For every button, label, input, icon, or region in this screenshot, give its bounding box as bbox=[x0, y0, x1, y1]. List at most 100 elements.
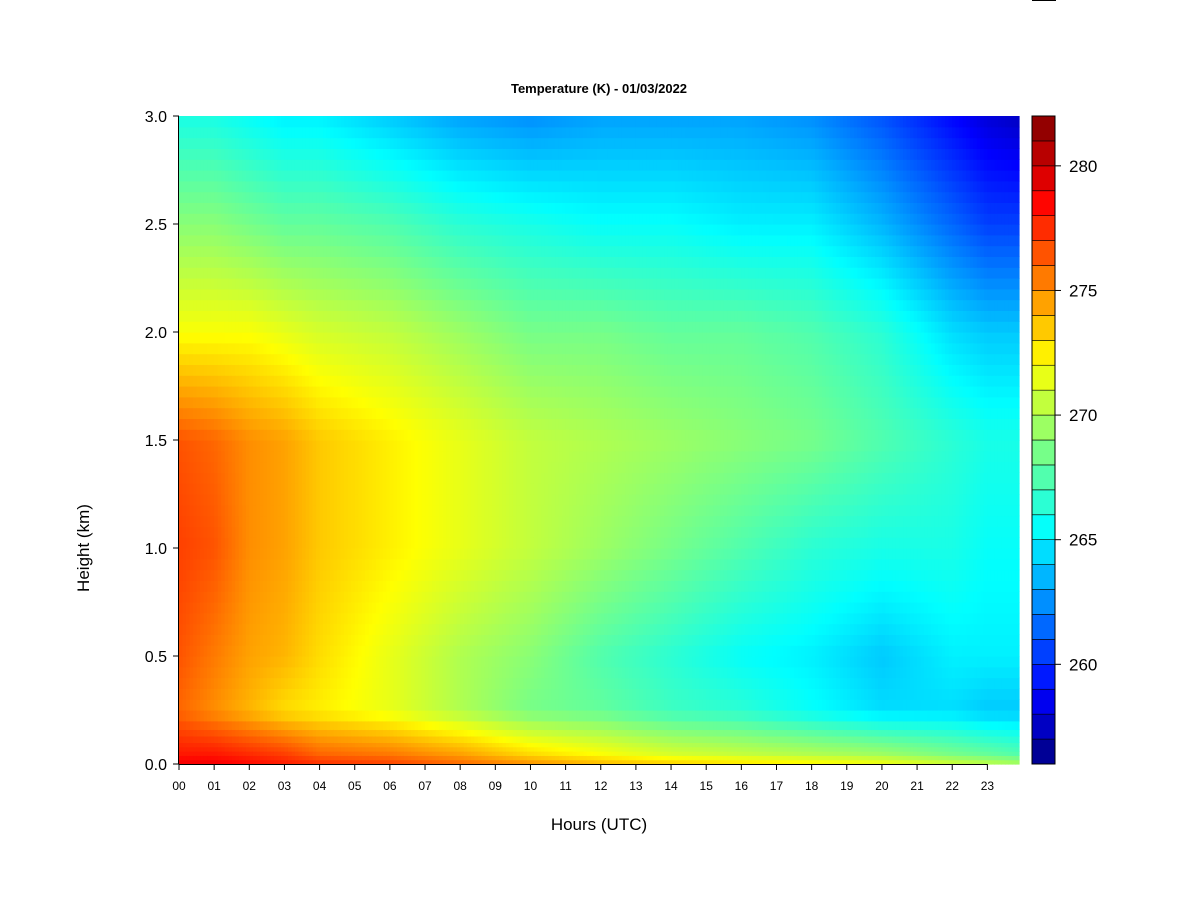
heatmap-cell bbox=[410, 288, 416, 301]
heatmap-cell bbox=[256, 137, 261, 149]
heatmap-cell bbox=[203, 116, 208, 128]
heatmap-cell bbox=[224, 429, 229, 441]
heatmap-cell bbox=[217, 180, 222, 193]
heatmap-cell bbox=[361, 245, 366, 257]
heatmap-cell bbox=[439, 751, 444, 756]
heatmap-cell bbox=[344, 755, 349, 761]
heatmap-cell bbox=[189, 688, 194, 700]
heatmap-cell bbox=[259, 299, 264, 311]
heatmap-cell bbox=[386, 234, 391, 247]
heatmap-cell bbox=[273, 396, 279, 409]
heatmap-cell bbox=[245, 710, 250, 722]
heatmap-cell bbox=[221, 742, 226, 748]
heatmap-cell bbox=[375, 591, 380, 603]
heatmap-cell bbox=[368, 267, 373, 279]
heatmap-cell bbox=[389, 494, 394, 506]
heatmap-cell bbox=[330, 137, 335, 149]
heatmap-cell bbox=[249, 710, 254, 722]
heatmap-cell bbox=[309, 612, 314, 625]
heatmap-cell bbox=[372, 288, 377, 301]
heatmap-cell bbox=[210, 321, 215, 333]
heatmap-cell bbox=[435, 353, 440, 365]
heatmap-cell bbox=[221, 180, 226, 193]
heatmap-cell bbox=[221, 288, 226, 301]
heatmap-cell bbox=[266, 751, 271, 756]
heatmap-cell bbox=[421, 191, 426, 203]
heatmap-cell bbox=[284, 537, 289, 549]
heatmap-cell bbox=[252, 407, 257, 419]
heatmap-cell bbox=[396, 591, 402, 603]
heatmap-cell bbox=[263, 759, 268, 765]
heatmap-cell bbox=[189, 623, 194, 635]
heatmap-cell bbox=[340, 191, 345, 203]
heatmap-cell bbox=[319, 677, 324, 689]
heatmap-cell bbox=[382, 364, 387, 376]
heatmap-cell bbox=[200, 746, 205, 752]
heatmap-cell bbox=[224, 472, 229, 484]
heatmap-cell bbox=[358, 580, 363, 592]
heatmap-cell bbox=[337, 666, 342, 679]
heatmap-cell bbox=[238, 688, 243, 700]
heatmap-cell bbox=[214, 375, 219, 387]
heatmap-cell bbox=[358, 623, 363, 635]
heatmap-cell bbox=[214, 710, 219, 722]
heatmap-cell bbox=[351, 353, 356, 365]
heatmap-cell bbox=[435, 569, 440, 581]
heatmap-cell bbox=[337, 202, 342, 214]
heatmap-cell bbox=[365, 494, 370, 506]
heatmap-cell bbox=[446, 602, 451, 614]
heatmap-cell bbox=[358, 267, 363, 279]
heatmap-cell bbox=[407, 191, 412, 203]
heatmap-cell bbox=[210, 407, 215, 419]
heatmap-cell bbox=[425, 364, 430, 376]
heatmap-cell bbox=[235, 440, 240, 452]
heatmap-cell bbox=[400, 548, 405, 560]
heatmap-cell bbox=[182, 735, 187, 743]
heatmap-cell bbox=[273, 180, 279, 193]
heatmap-cell bbox=[196, 494, 201, 506]
heatmap-cell bbox=[347, 656, 352, 668]
heatmap-cell bbox=[425, 735, 430, 743]
heatmap-cell bbox=[361, 656, 366, 668]
heatmap-cell bbox=[203, 278, 208, 290]
heatmap-cell bbox=[368, 353, 373, 365]
heatmap-cell bbox=[294, 364, 300, 376]
heatmap-cell bbox=[421, 735, 426, 743]
heatmap-cell bbox=[316, 526, 321, 538]
heatmap-cell bbox=[305, 278, 310, 290]
heatmap-cell bbox=[396, 440, 402, 452]
heatmap-cell bbox=[379, 137, 384, 149]
heatmap-cell bbox=[379, 310, 384, 322]
heatmap-cell bbox=[224, 418, 229, 430]
heatmap-cell bbox=[389, 396, 394, 409]
heatmap-cell bbox=[403, 429, 409, 441]
heatmap-cell bbox=[449, 623, 454, 635]
heatmap-cell bbox=[396, 116, 402, 128]
heatmap-cell bbox=[425, 407, 430, 419]
heatmap-cell bbox=[351, 224, 356, 236]
heatmap-cell bbox=[319, 321, 324, 333]
heatmap-cell bbox=[182, 645, 187, 657]
heatmap-cell bbox=[435, 515, 440, 527]
heatmap-cell bbox=[182, 224, 187, 236]
heatmap-cell bbox=[179, 126, 184, 139]
heatmap-cell bbox=[207, 666, 212, 679]
heatmap-cell bbox=[340, 580, 345, 592]
heatmap-cell bbox=[379, 742, 384, 748]
heatmap-cell bbox=[432, 245, 437, 257]
heatmap-cell bbox=[210, 759, 215, 765]
heatmap-cell bbox=[354, 645, 359, 657]
heatmap-cell bbox=[403, 353, 409, 365]
heatmap-cell bbox=[210, 634, 215, 646]
heatmap-cell bbox=[316, 735, 321, 743]
heatmap-cell bbox=[333, 332, 338, 344]
heatmap-cell bbox=[284, 396, 289, 409]
heatmap-cell bbox=[228, 364, 233, 376]
heatmap-cell bbox=[351, 645, 356, 657]
heatmap-cell bbox=[379, 299, 384, 311]
heatmap-cell bbox=[421, 137, 426, 149]
heatmap-cell bbox=[302, 602, 307, 614]
heatmap-cell bbox=[358, 729, 363, 737]
heatmap-cell bbox=[210, 515, 215, 527]
heatmap-cell bbox=[351, 602, 356, 614]
